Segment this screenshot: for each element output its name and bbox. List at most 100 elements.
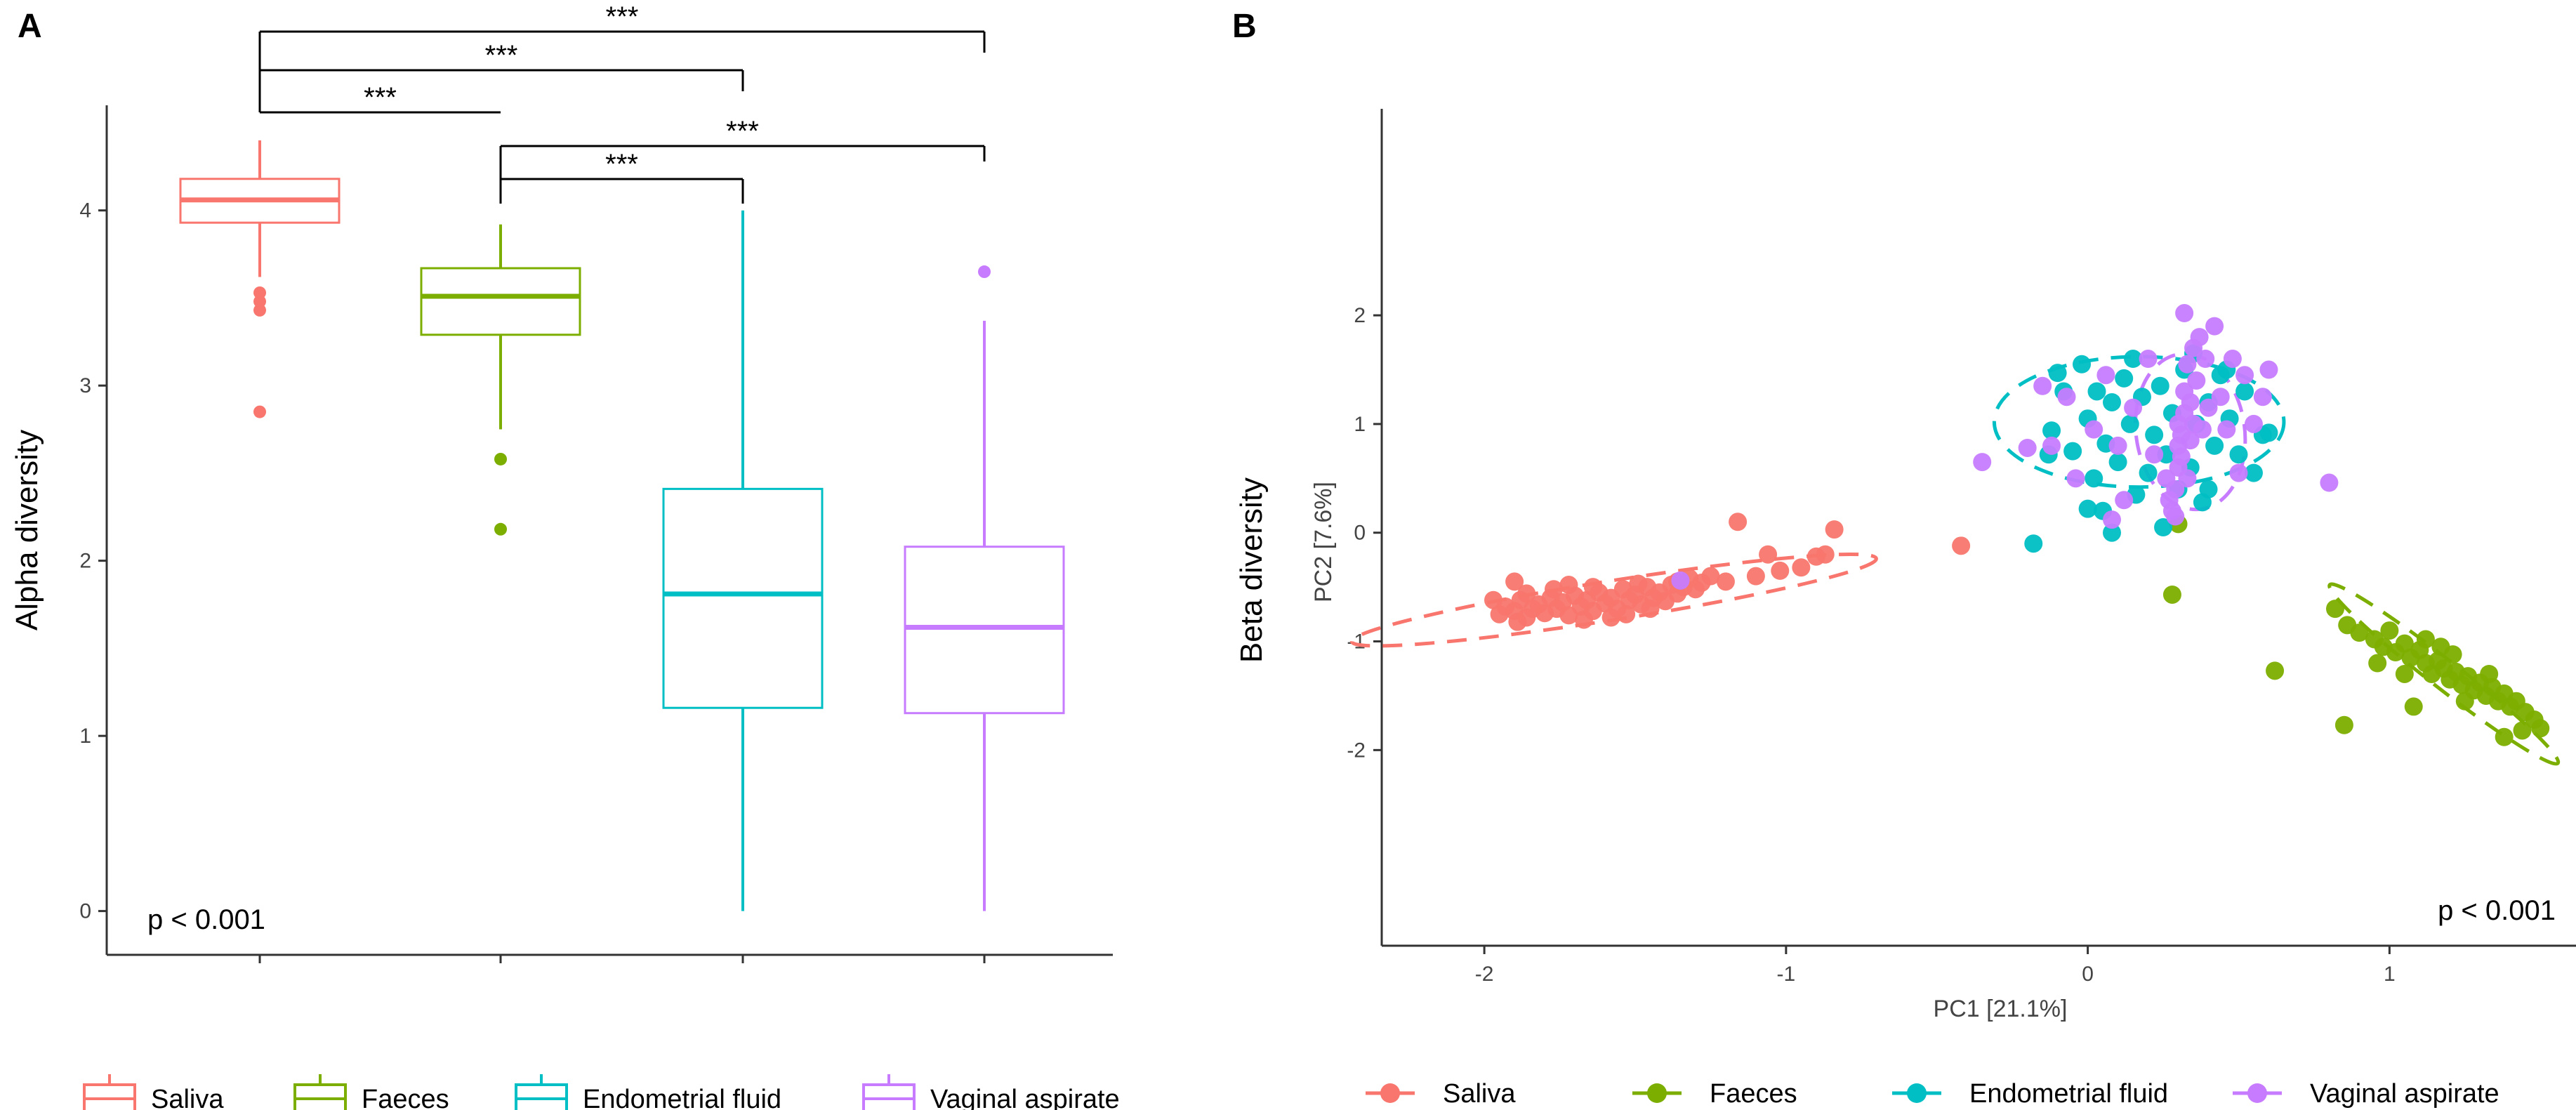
- panel-b-y-tick-label: 2: [1354, 304, 1366, 327]
- panel-b-x-tick-label: 0: [2082, 963, 2094, 986]
- point-saliva: [1617, 604, 1636, 623]
- point-vaginal: [2175, 304, 2194, 323]
- panel-a-y-tick-label: 4: [79, 199, 91, 223]
- point-vaginal: [1671, 571, 1690, 590]
- point-vaginal: [2166, 507, 2185, 526]
- point-vaginal: [2196, 350, 2215, 369]
- point-endometrial: [2073, 355, 2092, 374]
- point-faeces: [2416, 630, 2435, 649]
- point-endometrial: [2102, 523, 2121, 542]
- legend-label: Vaginal aspirate: [2310, 1079, 2499, 1109]
- point-saliva: [1825, 520, 1844, 539]
- panel-b-x-tick-label: -2: [1475, 963, 1494, 986]
- panel-b-ellipses: [1349, 352, 2561, 766]
- panel-b-y-tick-label: 0: [1354, 522, 1366, 545]
- point-saliva: [1505, 572, 1524, 591]
- point-faeces: [2455, 692, 2474, 711]
- point-saliva: [1559, 576, 1578, 595]
- point-saliva: [1729, 513, 1748, 531]
- point-endometrial: [2102, 392, 2121, 411]
- panel-b-legend: Saliva Faeces Endometrial fluid Vaginal asp…: [1366, 1079, 2499, 1109]
- panel-a-y-tick-label: 3: [79, 374, 91, 397]
- point-saliva: [1816, 545, 1835, 564]
- significance-label: ***: [485, 40, 518, 71]
- point-vaginal: [2217, 420, 2236, 439]
- point-endometrial: [2199, 480, 2218, 498]
- panel-b-label: B: [1232, 8, 1257, 45]
- point-faeces: [2531, 719, 2550, 738]
- legend-label: Endometrial fluid: [1969, 1079, 2168, 1109]
- box-saliva-outlier: [253, 295, 266, 308]
- point-endometrial: [2244, 463, 2263, 482]
- point-vaginal: [2178, 355, 2197, 374]
- point-vaginal: [2102, 510, 2121, 529]
- point-faeces: [2350, 623, 2369, 642]
- point-faeces: [2404, 697, 2423, 716]
- point-faeces: [2513, 721, 2532, 740]
- point-vaginal: [2042, 436, 2061, 455]
- legend-label: Endometrial fluid: [583, 1085, 781, 1110]
- point-vaginal: [2223, 350, 2242, 369]
- legend-key-dot-saliva: [1380, 1083, 1400, 1103]
- point-vaginal: [2187, 371, 2206, 390]
- point-faeces: [2162, 585, 2181, 604]
- significance-label: ***: [364, 82, 397, 113]
- panel-b-x-ticks: -2 -1 0 1: [1475, 946, 2396, 986]
- box-saliva-outlier: [253, 286, 266, 299]
- point-endometrial: [2139, 463, 2158, 482]
- legend-label: Saliva: [151, 1085, 224, 1110]
- point-vaginal: [2190, 328, 2209, 347]
- point-endometrial: [2115, 369, 2134, 388]
- point-vaginal: [2124, 398, 2143, 417]
- point-saliva: [1574, 610, 1593, 629]
- point-vaginal: [2199, 398, 2218, 417]
- point-saliva: [1583, 578, 1602, 597]
- panel-a-legend: Saliva Faeces Endometrial fluid Vaginal asp…: [83, 1074, 1120, 1110]
- point-vaginal: [2244, 414, 2263, 433]
- point-vaginal: [2108, 436, 2127, 455]
- panel-a-p-value: p < 0.001: [147, 904, 265, 935]
- point-saliva: [1952, 536, 1971, 555]
- panel-b-p-value: p < 0.001: [2438, 895, 2556, 926]
- panel-b-pc2-label: PC2 [7.6%]: [1310, 482, 1337, 602]
- point-vaginal: [2205, 317, 2224, 336]
- point-endometrial: [2087, 382, 2106, 401]
- point-endometrial: [2259, 423, 2278, 442]
- point-saliva: [1759, 545, 1778, 564]
- point-vaginal: [2193, 420, 2212, 439]
- legend-label: Saliva: [1443, 1079, 1516, 1109]
- point-endometrial: [2042, 421, 2061, 440]
- point-faeces: [2443, 645, 2462, 664]
- point-vaginal: [2211, 388, 2230, 407]
- point-vaginal: [2253, 388, 2272, 407]
- panel-b-y-tick-label: -2: [1347, 739, 1366, 762]
- point-vaginal: [2166, 480, 2185, 498]
- point-saliva: [1771, 561, 1790, 580]
- point-endometrial: [2120, 414, 2139, 433]
- point-saliva: [1508, 612, 1527, 631]
- point-saliva: [1629, 574, 1648, 593]
- point-endometrial: [2078, 499, 2097, 518]
- box-vaginal: [904, 546, 1065, 715]
- point-endometrial: [2235, 382, 2254, 401]
- significance-label: ***: [726, 116, 759, 147]
- significance-label: ***: [606, 1, 639, 32]
- panel-b-x-tick-label: -1: [1777, 963, 1796, 986]
- panel-a-significance-brackets: *** *** *** *** ***: [258, 1, 986, 204]
- point-endometrial: [2205, 436, 2224, 455]
- point-vaginal: [2172, 447, 2191, 466]
- box-saliva-outlier: [253, 405, 266, 418]
- point-saliva: [1792, 558, 1811, 577]
- point-endometrial: [2124, 350, 2143, 369]
- point-vaginal: [2181, 431, 2200, 450]
- significance-label: ***: [605, 149, 638, 180]
- panel-b-y-tick-label: 1: [1354, 413, 1366, 436]
- point-vaginal: [2085, 420, 2103, 439]
- panel-a-y-tick-label: 1: [79, 725, 91, 748]
- point-vaginal: [2096, 366, 2115, 385]
- point-saliva: [1641, 600, 1660, 619]
- panel-b-x-tick-label: 1: [2384, 963, 2396, 986]
- point-faeces: [2395, 664, 2414, 683]
- point-endometrial: [2048, 364, 2067, 383]
- box-faeces-outlier: [494, 452, 507, 465]
